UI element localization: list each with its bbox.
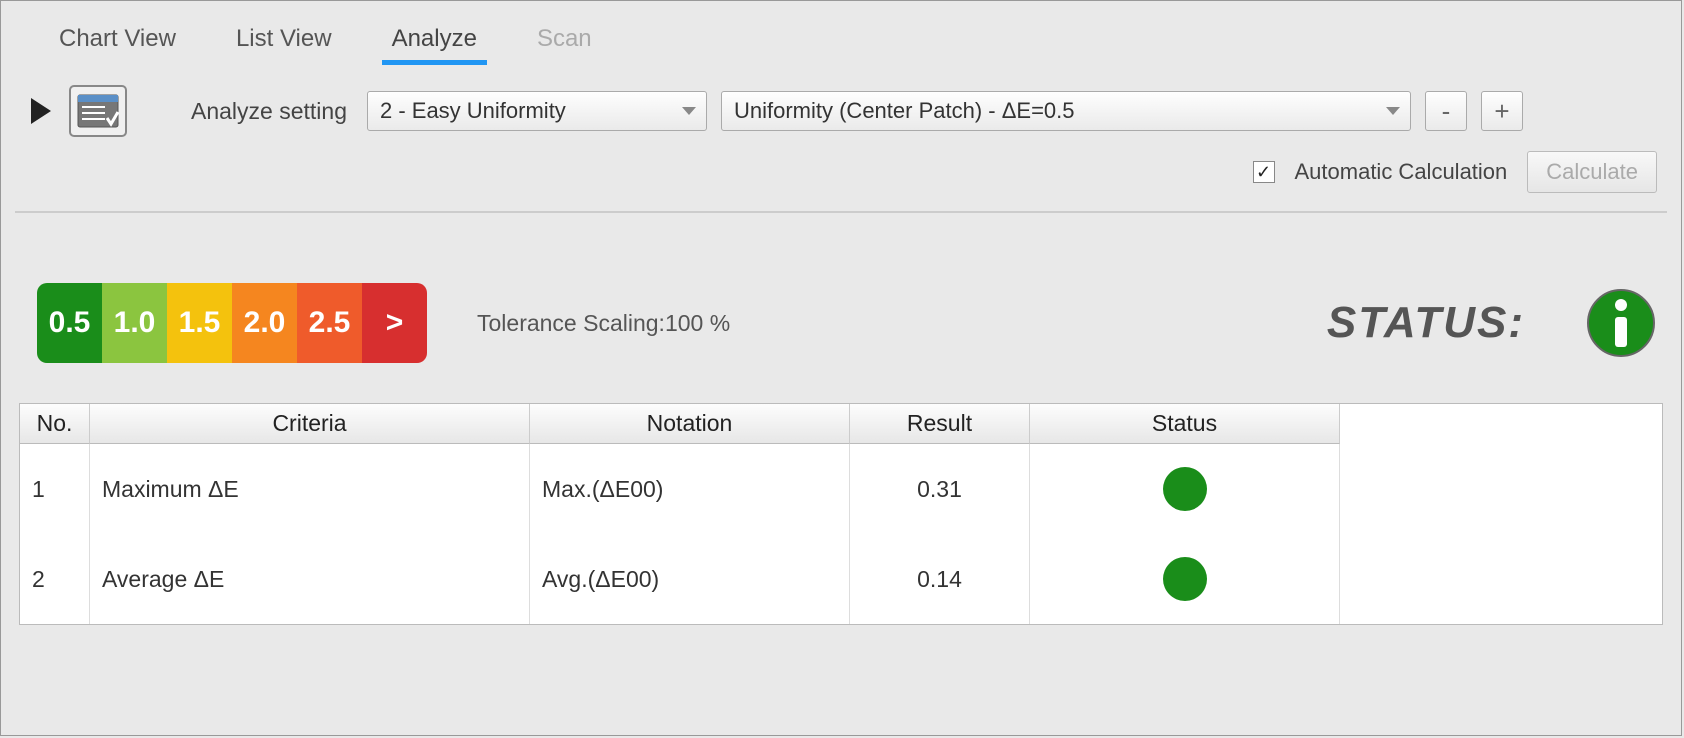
table-column-header: Result — [850, 404, 1030, 444]
analyze-setting-label: Analyze setting — [191, 98, 347, 125]
info-icon[interactable] — [1585, 287, 1657, 359]
table-header: No.CriteriaNotationResultStatus — [20, 404, 1662, 444]
status-dot-icon — [1163, 467, 1207, 511]
tab-analyze[interactable]: Analyze — [392, 25, 477, 63]
chevron-down-icon — [682, 107, 696, 115]
tolerance-scale-segment: 2.0 — [232, 283, 297, 363]
add-button[interactable]: + — [1481, 91, 1523, 131]
view-tabs: Chart View List View Analyze Scan — [1, 1, 1681, 75]
remove-button[interactable]: - — [1425, 91, 1467, 131]
table-column-header: Criteria — [90, 404, 530, 444]
cell-status — [1030, 444, 1340, 534]
tab-chart-view[interactable]: Chart View — [59, 25, 176, 63]
calculate-button[interactable]: Calculate — [1527, 151, 1657, 193]
tab-list-view[interactable]: List View — [236, 25, 332, 63]
table-column-header: Notation — [530, 404, 850, 444]
auto-calculation-checkbox[interactable]: ✓ — [1253, 161, 1275, 183]
table-column-header: Status — [1030, 404, 1340, 444]
cell-no: 1 — [20, 444, 90, 534]
table-row[interactable]: 2Average ΔEAvg.(ΔE00)0.14 — [20, 534, 1662, 624]
cell-criteria: Average ΔE — [90, 534, 530, 624]
auto-calculation-row: ✓ Automatic Calculation Calculate — [1, 143, 1681, 211]
cell-criteria: Maximum ΔE — [90, 444, 530, 534]
analyze-setting-select[interactable]: 2 - Easy Uniformity — [367, 91, 707, 131]
tab-scan: Scan — [537, 25, 592, 63]
auto-calculation-label: Automatic Calculation — [1295, 159, 1508, 185]
analyze-setting-value: 2 - Easy Uniformity — [380, 98, 566, 124]
analyze-toolbar: Analyze setting 2 - Easy Uniformity Unif… — [1, 75, 1681, 143]
tolerance-scale-segment: 1.5 — [167, 283, 232, 363]
cell-result: 0.14 — [850, 534, 1030, 624]
cell-status — [1030, 534, 1340, 624]
chevron-down-icon — [1386, 107, 1400, 115]
tolerance-scale-segment: 2.5 — [297, 283, 362, 363]
tolerance-scaling-label: Tolerance Scaling:100 % — [477, 310, 730, 337]
cell-no: 2 — [20, 534, 90, 624]
cell-notation: Avg.(ΔE00) — [530, 534, 850, 624]
cell-result: 0.31 — [850, 444, 1030, 534]
results-table: No.CriteriaNotationResultStatus 1Maximum… — [19, 403, 1663, 625]
list-check-icon — [77, 94, 119, 128]
tolerance-row: 0.51.01.52.02.5> Tolerance Scaling:100 %… — [1, 213, 1681, 403]
cell-notation: Max.(ΔE00) — [530, 444, 850, 534]
measurement-select[interactable]: Uniformity (Center Patch) - ΔE=0.5 — [721, 91, 1411, 131]
tolerance-scale: 0.51.01.52.02.5> — [37, 283, 427, 363]
table-row[interactable]: 1Maximum ΔEMax.(ΔE00)0.31 — [20, 444, 1662, 534]
tolerance-scale-segment: 1.0 — [102, 283, 167, 363]
measurement-value: Uniformity (Center Patch) - ΔE=0.5 — [734, 98, 1075, 124]
tolerance-scale-segment: 0.5 — [37, 283, 102, 363]
play-icon[interactable] — [31, 98, 51, 124]
status-dot-icon — [1163, 557, 1207, 601]
tolerance-scale-segment: > — [362, 283, 427, 363]
table-column-header: No. — [20, 404, 90, 444]
list-check-button[interactable] — [69, 85, 127, 137]
status-heading: STATUS: — [1327, 298, 1525, 348]
